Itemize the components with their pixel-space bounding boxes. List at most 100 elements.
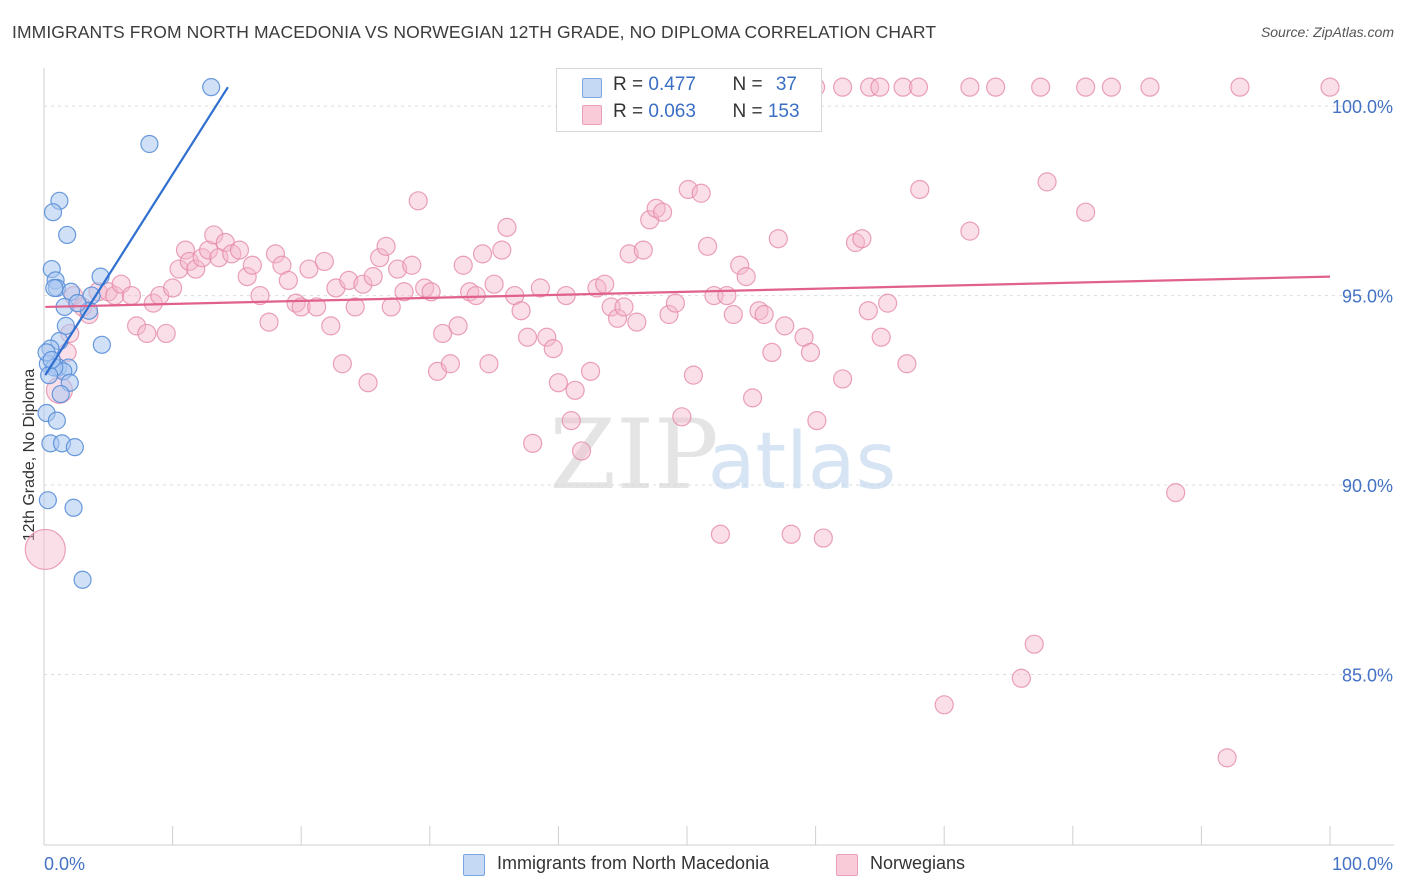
norwegians-point [448,316,468,336]
watermark-atlas: atlas [708,417,897,507]
norwegians-point [754,304,774,325]
norwegians-point [762,342,782,363]
legend-swatch-north-macedonia [463,854,485,876]
source-label: Source: ZipAtlas.com [1260,24,1394,40]
norwegians-point [723,304,743,325]
norwegians-point [800,342,821,363]
norwegians-point [472,244,493,264]
grid-lines [44,105,1394,675]
legend-n-value-2: 153 [767,101,800,122]
norwegians-point [376,236,396,256]
legend-label-north-macedonia: Immigrants from North Macedonia [497,853,770,873]
norwegians-point [633,240,653,260]
norwegians-point [229,240,250,260]
norwegians-point [565,380,585,400]
norwegians-point [250,285,270,306]
y-tick-label: 85.0% [1342,665,1393,685]
legend-r-value-1: 0.477 [648,74,696,95]
norwegians-point [580,361,601,381]
y-tick-label: 90.0% [1342,476,1393,496]
norwegians-point [908,77,929,97]
norwegians-point [259,312,279,332]
north-macedonia-point [140,134,159,154]
norwegians-point [1076,202,1096,222]
north-macedonia-point [68,294,87,313]
norwegians-point [24,528,66,571]
y-tick-label: 95.0% [1342,287,1393,307]
norwegians-point [833,77,853,97]
norwegians-point [453,255,473,275]
norwegians-point [619,244,639,264]
norwegians-point [314,251,334,272]
series-legend: Immigrants from North Macedonia Norwegia… [0,852,1406,878]
norwegians-point [237,267,257,287]
axes [43,68,1394,846]
norwegians-point [852,229,872,249]
chart-title: IMMIGRANTS FROM NORTH MACEDONIA VS NORWE… [12,22,937,42]
norwegians-point [1166,483,1186,503]
north-macedonia-point [43,203,63,222]
norwegians-point [1230,77,1250,97]
norwegians-point [186,259,206,279]
norwegians-point [807,411,827,431]
norwegians-point [332,354,352,374]
correlation-legend: R = 0.477 N = 37 R = 0.063 N = 153 [556,68,822,132]
norwegians-point [537,327,557,347]
legend-swatch-blue [582,78,602,98]
norwegians-point [627,312,647,332]
norwegians-point [897,354,917,374]
north-macedonia-trendline [44,86,229,376]
norwegians-point [517,327,538,347]
norwegians-point [858,301,878,321]
norwegians-point [571,441,592,461]
norwegians-point [1101,77,1121,97]
norwegians-point [299,259,319,279]
trend-lines [44,86,1331,376]
north-macedonia-point [73,570,92,589]
norwegians-point [204,225,224,245]
norwegians-point [530,278,550,298]
norwegians-point [878,293,898,313]
norwegians-point [363,267,383,287]
norwegians-point [1140,77,1160,97]
norwegians-point [870,77,890,97]
x-tick-label: 100.0% [1332,854,1393,874]
norwegians-point [511,301,531,321]
north-macedonia-point [45,278,64,298]
north-macedonia-point [202,78,221,97]
norwegians-point [775,316,795,336]
norwegians-point [433,323,453,344]
norwegians-point [607,308,628,328]
norwegians-point [1031,77,1051,97]
north-macedonia-points [37,78,221,589]
norwegians-point [353,274,373,294]
norwegians-point [339,270,359,291]
norwegians-point [893,77,913,97]
norwegians-point [278,270,298,291]
norwegians-point [307,297,327,317]
norwegians-points [24,77,1340,768]
norwegians-point [479,354,499,374]
norwegians-point [659,304,679,325]
norwegians-point [652,202,673,222]
norwegians-point [242,255,262,275]
norwegians-point [986,77,1006,97]
norwegians-point [370,248,390,268]
x-tick-label: 0.0% [44,854,85,874]
norwegians-point [175,240,196,260]
norwegians-point [291,297,311,317]
legend-r-label: R = [613,74,649,95]
norwegians-point [860,77,880,97]
norwegians-point [440,354,460,374]
north-macedonia-point [64,498,83,517]
norwegians-point [910,179,930,200]
legend-n-label: N = [732,101,768,122]
norwegians-point [1320,77,1340,97]
norwegians-point [934,695,954,715]
norwegians-point [1011,668,1031,688]
legend-n-label: N = [732,74,768,95]
norwegians-point [321,316,341,336]
norwegians-point [1037,172,1057,192]
norwegians-point [388,259,408,279]
